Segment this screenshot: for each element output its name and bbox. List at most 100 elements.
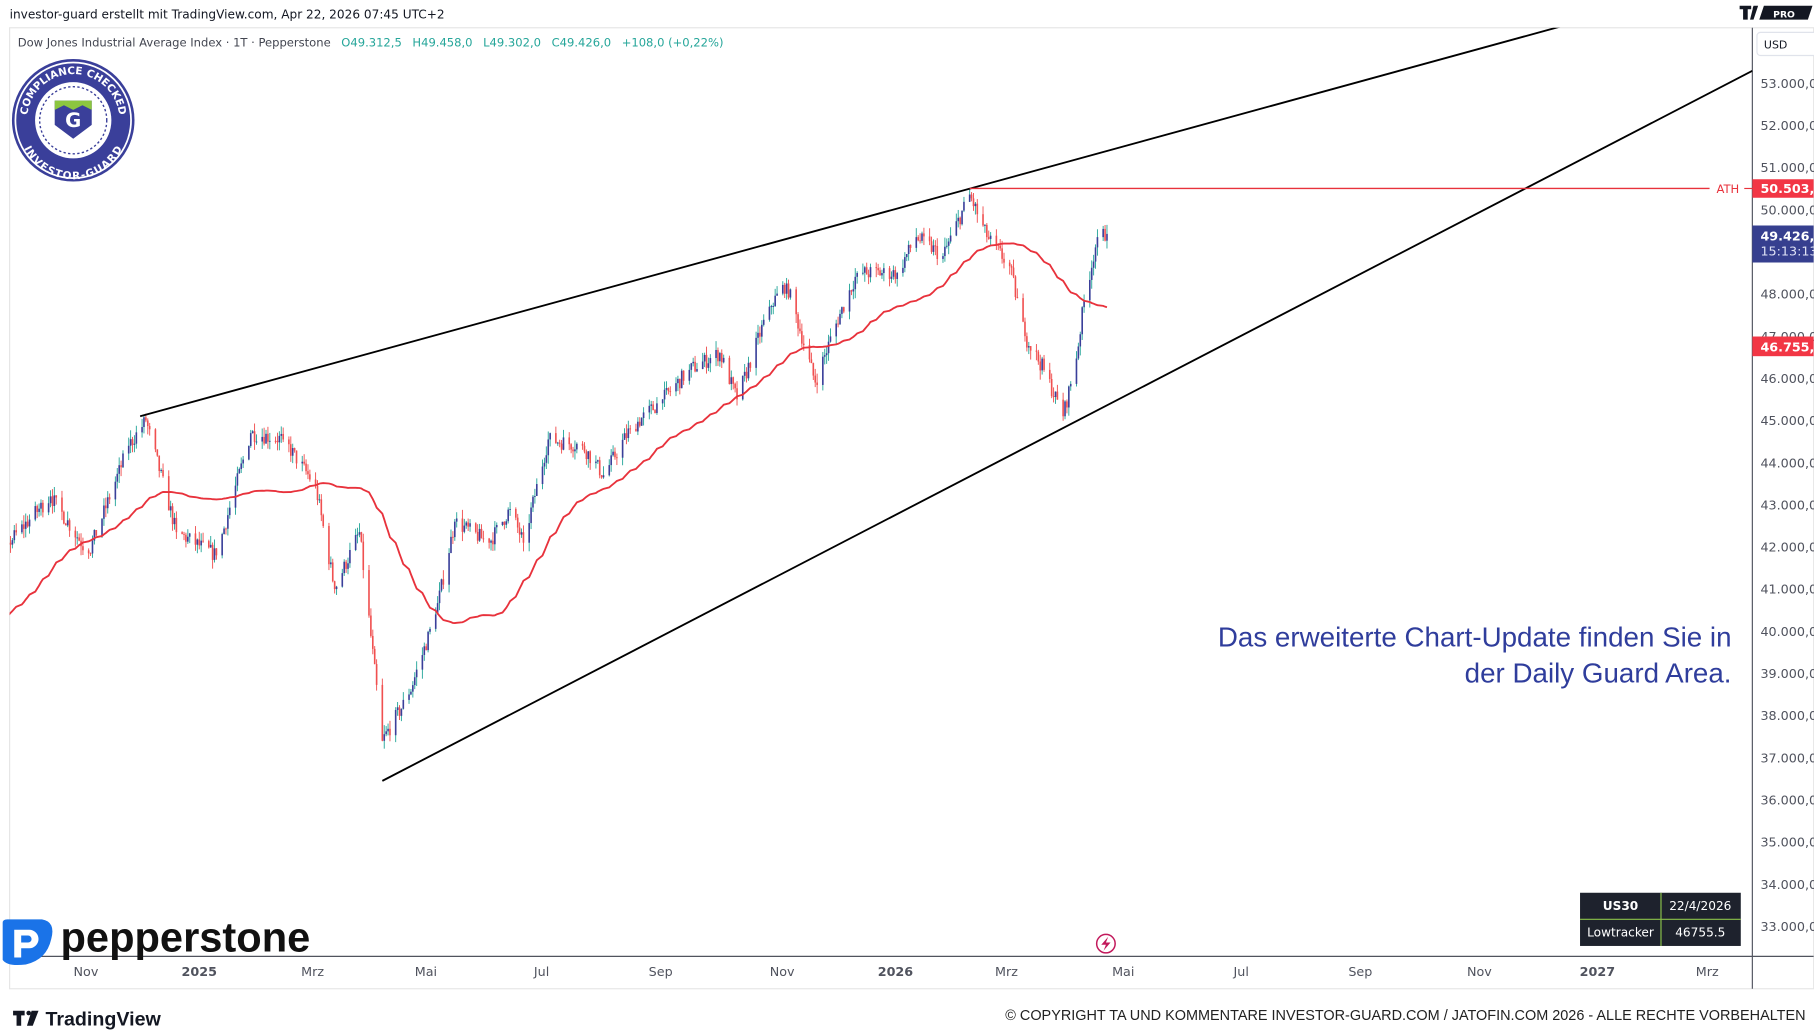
candle-body xyxy=(251,431,254,434)
candle-body xyxy=(175,517,178,533)
candle-body xyxy=(799,328,801,332)
candle-body xyxy=(654,410,656,414)
candle-body xyxy=(375,664,378,685)
currency-button[interactable] xyxy=(1756,31,1814,57)
time-axis-labels: Nov 2025 Mrz Mai Jul Sep Nov 2026 Mrz Mai Jul Sep No… xyxy=(74,964,1719,979)
tradingview-logo: TradingView xyxy=(13,1009,162,1031)
candle-body xyxy=(947,241,950,246)
candle-body xyxy=(637,421,639,432)
candle-body xyxy=(968,194,971,202)
candle-body xyxy=(410,691,412,695)
candle-body xyxy=(480,528,483,539)
candle-body xyxy=(772,306,775,307)
pepperstone-wordmark: pepperstone xyxy=(60,914,310,961)
candle-body xyxy=(1092,261,1095,268)
candle-body xyxy=(215,548,218,556)
candle-body xyxy=(682,370,685,381)
candle-body xyxy=(412,685,414,692)
change-value: +108,0 (+0,22%) xyxy=(622,35,724,49)
candle-body xyxy=(1104,228,1106,241)
time-label: Sep xyxy=(649,964,673,979)
lightning-icon[interactable] xyxy=(1095,933,1116,954)
plot-area[interactable] xyxy=(2,0,1753,782)
candle-body xyxy=(1035,350,1038,352)
ath-label: ATH xyxy=(1716,182,1739,196)
candle-body xyxy=(93,529,96,541)
candle-body xyxy=(810,359,813,364)
candle-body xyxy=(221,534,223,556)
candle-body xyxy=(349,549,351,564)
candle-body xyxy=(541,466,544,485)
candle-body xyxy=(949,235,952,242)
candle-body xyxy=(822,356,824,385)
candle-body xyxy=(450,536,452,554)
time-label: Mrz xyxy=(995,964,1018,979)
candle-body xyxy=(881,273,883,276)
candle-body xyxy=(394,710,397,736)
candle-body xyxy=(982,214,984,226)
candle-body xyxy=(207,541,210,548)
candle-body xyxy=(1016,296,1019,299)
candle-body xyxy=(135,432,138,444)
candle-body xyxy=(1077,346,1080,359)
candle-body xyxy=(814,375,817,383)
candle-body xyxy=(47,503,50,513)
info-table: US30 22/4/2026 Lowtracker 46755.5 xyxy=(1580,892,1741,946)
price-label: 52.000,0 xyxy=(1760,118,1814,133)
price-label: 43.000,0 xyxy=(1760,497,1814,512)
time-label: Jul xyxy=(533,964,549,979)
candle-body xyxy=(453,521,456,538)
trendlines xyxy=(139,27,1753,782)
candle-body xyxy=(915,237,918,248)
candle-body xyxy=(581,443,584,446)
candle-body xyxy=(1069,383,1072,387)
candle-body xyxy=(640,418,643,426)
candle-body xyxy=(812,363,815,376)
candle-body xyxy=(963,201,965,211)
candle-body xyxy=(105,505,107,509)
candle-body xyxy=(467,522,469,527)
candle-body xyxy=(356,534,359,536)
candle-body xyxy=(347,563,349,569)
candle-body xyxy=(802,343,805,345)
candle-body xyxy=(652,404,654,411)
candle-body xyxy=(959,217,961,225)
candle-body xyxy=(520,532,523,535)
candle-body xyxy=(930,241,933,252)
candle-body xyxy=(26,521,29,527)
candle-body xyxy=(535,484,538,496)
candle-body xyxy=(400,708,403,716)
candle-body xyxy=(421,655,424,670)
candle-body xyxy=(734,383,736,389)
currency-label: USD xyxy=(1764,39,1787,52)
candle-body xyxy=(425,646,428,651)
candle-body xyxy=(408,694,410,700)
candle-body xyxy=(595,461,597,464)
trendline xyxy=(381,70,1753,782)
candle-body xyxy=(1010,266,1013,268)
candle-body xyxy=(585,451,588,460)
candle-body xyxy=(228,507,231,516)
candle-body xyxy=(944,246,946,257)
candle-body xyxy=(732,377,735,384)
candle-body xyxy=(330,562,332,565)
candle-body xyxy=(194,533,197,545)
candle-body xyxy=(717,350,719,362)
candle-body xyxy=(301,461,304,464)
candle-body xyxy=(160,469,162,471)
candle-body xyxy=(923,233,925,237)
candle-body xyxy=(768,306,771,320)
candle-body xyxy=(648,405,651,413)
candle-body xyxy=(9,542,12,545)
candle-body xyxy=(74,530,77,538)
candle-body xyxy=(335,586,338,590)
candle-body xyxy=(741,375,744,400)
candle-body xyxy=(650,404,653,406)
time-label: Sep xyxy=(1348,964,1372,979)
candle-body xyxy=(827,341,830,354)
candle-body xyxy=(442,579,445,585)
candle-body xyxy=(55,495,58,498)
candle-body xyxy=(638,421,641,426)
candle-body xyxy=(701,361,704,370)
candle-body xyxy=(368,570,370,616)
